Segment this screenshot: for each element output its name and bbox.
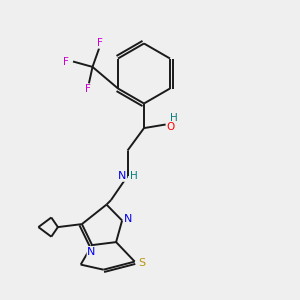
Text: H: H — [130, 171, 138, 181]
Text: F: F — [85, 84, 91, 94]
Text: N: N — [124, 214, 132, 224]
Text: F: F — [64, 56, 69, 67]
Text: F: F — [97, 38, 103, 48]
Text: N: N — [87, 247, 96, 257]
Text: S: S — [139, 258, 146, 268]
Text: O: O — [167, 122, 175, 132]
Text: H: H — [170, 113, 178, 123]
Text: N: N — [118, 171, 126, 181]
